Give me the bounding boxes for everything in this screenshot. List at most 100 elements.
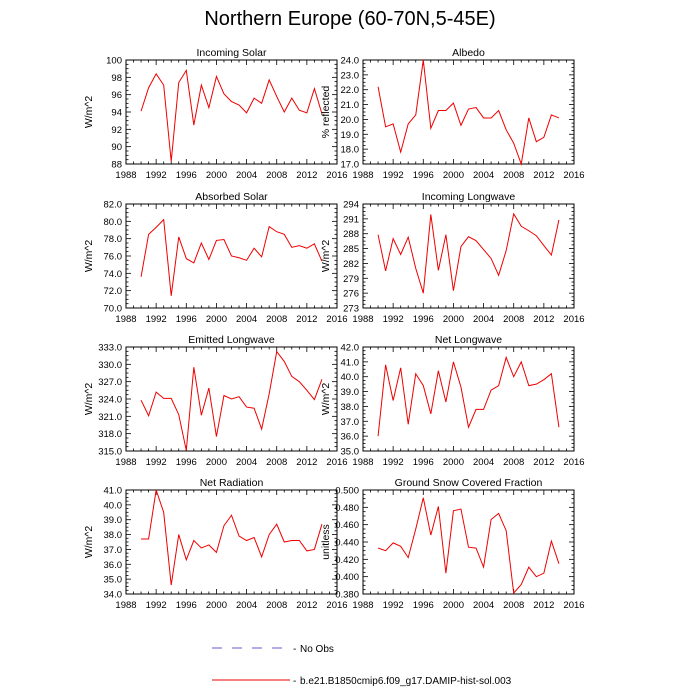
- y-tick-label: 0.440: [335, 538, 359, 549]
- x-tick-label: 2016: [563, 600, 584, 611]
- y-tick-label: 327.0: [98, 377, 122, 388]
- y-tick-label: 315.0: [98, 447, 122, 458]
- y-tick-label: 92: [111, 125, 122, 136]
- series-line: [140, 350, 323, 451]
- x-tick-label: 2004: [473, 457, 494, 468]
- y-axis-label: W/m^2: [83, 383, 95, 416]
- y-tick-label: 42.0: [341, 343, 360, 354]
- panel-title: Incoming Solar: [196, 47, 267, 59]
- y-tick-label: 94: [111, 108, 122, 119]
- y-tick-label: 22.0: [341, 85, 360, 96]
- y-tick-label: 330.0: [98, 360, 122, 371]
- panel-title: Absorbed Solar: [195, 191, 268, 203]
- x-tick-label: 2008: [266, 600, 287, 611]
- panel-incoming-longwave: Incoming Longwave W/m^2 1988 1992 1996 2000 20…: [320, 191, 585, 325]
- plot-frame: [362, 489, 575, 595]
- x-tick-label: 2008: [503, 457, 524, 468]
- y-tick-label: 36.0: [341, 432, 360, 443]
- x-tick-label: 1996: [176, 170, 197, 181]
- x-tick-label: 1988: [352, 457, 373, 468]
- panel-title: Net Longwave: [435, 334, 502, 346]
- y-tick-label: 294: [343, 200, 359, 211]
- y-tick-label: 0.380: [335, 590, 359, 601]
- series-line: [377, 355, 560, 437]
- x-tick-label: 1992: [146, 314, 167, 325]
- y-tick-label: 78.0: [104, 234, 123, 245]
- y-tick-label: 20.0: [341, 115, 360, 126]
- y-tick-label: 40.0: [341, 372, 360, 383]
- y-tick-label: 40.0: [104, 500, 123, 511]
- x-tick-label: 2016: [563, 314, 584, 325]
- y-tick-label: 37.0: [104, 545, 123, 556]
- x-tick-label: 2004: [236, 170, 257, 181]
- y-tick-label: 24.0: [341, 56, 360, 67]
- y-tick-label: 324.0: [98, 395, 122, 406]
- figure-title: Northern Europe (60-70N,5-45E): [204, 8, 496, 30]
- x-tick-label: 2004: [236, 314, 257, 325]
- x-tick-label: 2012: [296, 314, 317, 325]
- y-tick-label: 276: [343, 289, 359, 300]
- y-tick-label: 70.0: [104, 304, 123, 315]
- panel-albedo: Albedo % reflected 1988 1992 1996 2000 2004 200…: [320, 47, 585, 181]
- panel-net-radiation: Net Radiation W/m^2 1988 1992 1996 2000 2004 20…: [83, 477, 348, 611]
- x-tick-label: 2000: [443, 457, 464, 468]
- x-tick-label: 2004: [473, 170, 494, 181]
- y-axis-label: % reflected: [320, 86, 332, 139]
- panel-incoming-solar: Incoming Solar W/m^2 1988 1992 1996 2000 2004 2…: [83, 47, 348, 181]
- y-tick-label: 37.0: [341, 417, 360, 428]
- y-tick-label: 0.400: [335, 572, 359, 583]
- x-tick-label: 2008: [503, 170, 524, 181]
- x-tick-label: 2016: [563, 170, 584, 181]
- legend-obs-dash: -: [293, 644, 296, 655]
- series-line: [141, 489, 323, 586]
- x-tick-label: 1996: [176, 314, 197, 325]
- x-tick-label: 2008: [503, 314, 524, 325]
- x-tick-label: 2016: [326, 457, 347, 468]
- panel-title: Albedo: [452, 47, 485, 59]
- y-tick-label: 72.0: [104, 286, 123, 297]
- y-tick-label: 285: [343, 244, 359, 255]
- x-tick-label: 2008: [266, 457, 287, 468]
- plot-frame: [125, 489, 338, 595]
- y-tick-label: 321.0: [98, 412, 122, 423]
- y-tick-label: 88: [111, 160, 122, 171]
- y-tick-label: 76.0: [104, 252, 123, 263]
- x-tick-label: 1988: [352, 314, 373, 325]
- x-tick-label: 2008: [266, 170, 287, 181]
- series-line: [140, 218, 323, 296]
- panel-emitted-longwave: Emitted Longwave W/m^2 1988 1992 1996 2000 200…: [83, 334, 348, 468]
- x-tick-label: 1992: [383, 457, 404, 468]
- legend-obs-label: No Obs: [300, 644, 334, 655]
- y-axis-label: unitless: [320, 524, 332, 560]
- y-tick-label: 35.0: [341, 447, 360, 458]
- x-tick-label: 2012: [533, 170, 554, 181]
- plot-frame: [362, 59, 575, 165]
- x-tick-label: 1996: [413, 457, 434, 468]
- y-axis-label: W/m^2: [320, 383, 332, 416]
- x-tick-label: 2016: [326, 600, 347, 611]
- x-tick-label: 1992: [383, 600, 404, 611]
- x-tick-label: 2000: [206, 170, 227, 181]
- y-tick-label: 273: [343, 304, 359, 315]
- y-tick-label: 19.0: [341, 130, 360, 141]
- panel-net-longwave: Net Longwave W/m^2 1988 1992 1996 2000 2004 200…: [320, 334, 585, 468]
- x-tick-label: 1988: [115, 457, 136, 468]
- x-tick-label: 2000: [443, 314, 464, 325]
- x-tick-label: 1992: [383, 314, 404, 325]
- x-tick-label: 2012: [533, 314, 554, 325]
- y-tick-label: 100: [106, 56, 122, 67]
- legend: - No Obs - b.e21.B1850cmip6.f09_g17.DAMI…: [212, 644, 512, 687]
- panel-title: Net Radiation: [200, 477, 264, 489]
- panel-title: Incoming Longwave: [422, 191, 516, 203]
- y-tick-label: 279: [343, 274, 359, 285]
- x-tick-label: 1992: [146, 457, 167, 468]
- x-tick-label: 2016: [326, 170, 347, 181]
- y-tick-label: 0.420: [335, 555, 359, 566]
- x-tick-label: 1988: [115, 600, 136, 611]
- y-tick-label: 38.0: [104, 530, 123, 541]
- x-tick-label: 1988: [352, 600, 373, 611]
- x-tick-label: 2008: [503, 600, 524, 611]
- y-tick-label: 41.0: [341, 357, 360, 368]
- x-tick-label: 1992: [146, 600, 167, 611]
- x-tick-label: 2000: [206, 314, 227, 325]
